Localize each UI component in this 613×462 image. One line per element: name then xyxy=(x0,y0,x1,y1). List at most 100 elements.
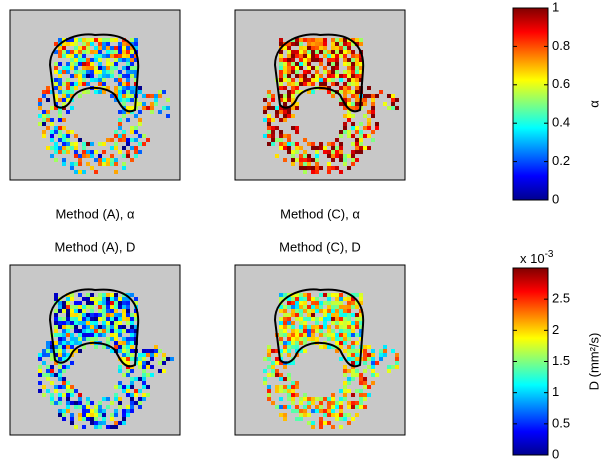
map-pixel xyxy=(138,134,142,138)
map-pixel xyxy=(347,82,351,86)
map-pixel xyxy=(126,58,130,62)
map-pixel xyxy=(54,389,58,393)
map-pixel xyxy=(130,357,134,361)
map-pixel xyxy=(70,50,74,54)
map-pixel xyxy=(267,94,271,98)
map-pixel xyxy=(58,70,62,74)
map-pixel xyxy=(110,297,114,301)
map-pixel xyxy=(158,349,162,353)
map-pixel xyxy=(102,158,106,162)
map-pixel xyxy=(287,337,291,341)
map-pixel xyxy=(279,70,283,74)
map-pixel xyxy=(150,94,154,98)
map-pixel xyxy=(331,329,335,333)
map-pixel xyxy=(126,413,130,417)
map-pixel xyxy=(98,305,102,309)
map-pixel xyxy=(303,413,307,417)
map-pixel xyxy=(339,337,343,341)
map-pixel xyxy=(339,389,343,393)
map-pixel xyxy=(78,170,82,174)
map-pixel xyxy=(74,154,78,158)
map-pixel xyxy=(287,114,291,118)
map-pixel xyxy=(130,381,134,385)
map-pixel xyxy=(355,70,359,74)
map-pixel xyxy=(130,377,134,381)
map-pixel xyxy=(66,146,70,150)
map-pixel xyxy=(379,90,383,94)
map-pixel xyxy=(299,78,303,82)
map-pixel xyxy=(355,293,359,297)
map-pixel xyxy=(275,369,279,373)
map-pixel xyxy=(74,325,78,329)
map-pixel xyxy=(90,166,94,170)
map-pixel xyxy=(307,421,311,425)
map-pixel xyxy=(295,305,299,309)
map-pixel xyxy=(315,70,319,74)
map-pixel xyxy=(351,106,355,110)
map-pixel xyxy=(74,46,78,50)
map-pixel xyxy=(271,401,275,405)
map-pixel xyxy=(347,98,351,102)
map-pixel xyxy=(122,162,126,166)
map-pixel xyxy=(299,321,303,325)
map-pixel xyxy=(134,150,138,154)
map-pixel xyxy=(343,309,347,313)
map-pixel xyxy=(343,42,347,46)
map-pixel xyxy=(58,317,62,321)
map-pixel xyxy=(287,94,291,98)
map-pixel xyxy=(283,142,287,146)
map-pixel xyxy=(287,333,291,337)
map-pixel xyxy=(319,417,323,421)
map-pixel xyxy=(307,297,311,301)
map-pixel xyxy=(359,377,363,381)
map-pixel xyxy=(94,317,98,321)
map-pixel xyxy=(291,150,295,154)
map-pixel xyxy=(54,86,58,90)
map-pixel xyxy=(126,341,130,345)
map-pixel xyxy=(355,102,359,106)
map-pixel xyxy=(46,349,50,353)
map-pixel xyxy=(291,313,295,317)
map-pixel xyxy=(311,82,315,86)
map-pixel xyxy=(82,313,86,317)
map-pixel xyxy=(62,381,66,385)
map-pixel xyxy=(283,333,287,337)
map-pixel xyxy=(295,86,299,90)
map-pixel xyxy=(70,74,74,78)
map-pixel xyxy=(315,409,319,413)
map-pixel xyxy=(275,154,279,158)
map-pixel xyxy=(271,361,275,365)
map-pixel xyxy=(295,146,299,150)
map-pixel xyxy=(303,58,307,62)
map-pixel xyxy=(58,150,62,154)
map-pixel xyxy=(122,90,126,94)
map-pixel xyxy=(66,393,70,397)
map-pixel xyxy=(279,337,283,341)
map-pixel xyxy=(279,405,283,409)
map-pixel xyxy=(46,110,50,114)
map-pixel xyxy=(355,305,359,309)
map-pixel xyxy=(94,345,98,349)
map-pixel xyxy=(106,38,110,42)
map-pixel xyxy=(130,337,134,341)
map-pixel xyxy=(106,50,110,54)
colorbar-label: D (mm²/s) xyxy=(586,333,601,391)
map-pixel xyxy=(299,317,303,321)
map-pixel xyxy=(114,321,118,325)
map-pixel xyxy=(343,126,347,130)
map-pixel xyxy=(335,413,339,417)
map-pixel xyxy=(279,293,283,297)
map-pixel xyxy=(106,54,110,58)
map-pixel xyxy=(82,413,86,417)
map-pixel xyxy=(391,94,395,98)
map-pixel xyxy=(158,90,162,94)
map-pixel xyxy=(395,365,399,369)
map-pixel xyxy=(138,102,142,106)
map-pixel xyxy=(66,90,70,94)
map-pixel xyxy=(146,373,150,377)
map-pixel xyxy=(118,86,122,90)
map-pixel xyxy=(315,50,319,54)
map-pixel xyxy=(78,333,82,337)
map-pixel xyxy=(70,86,74,90)
map-pixel xyxy=(307,58,311,62)
